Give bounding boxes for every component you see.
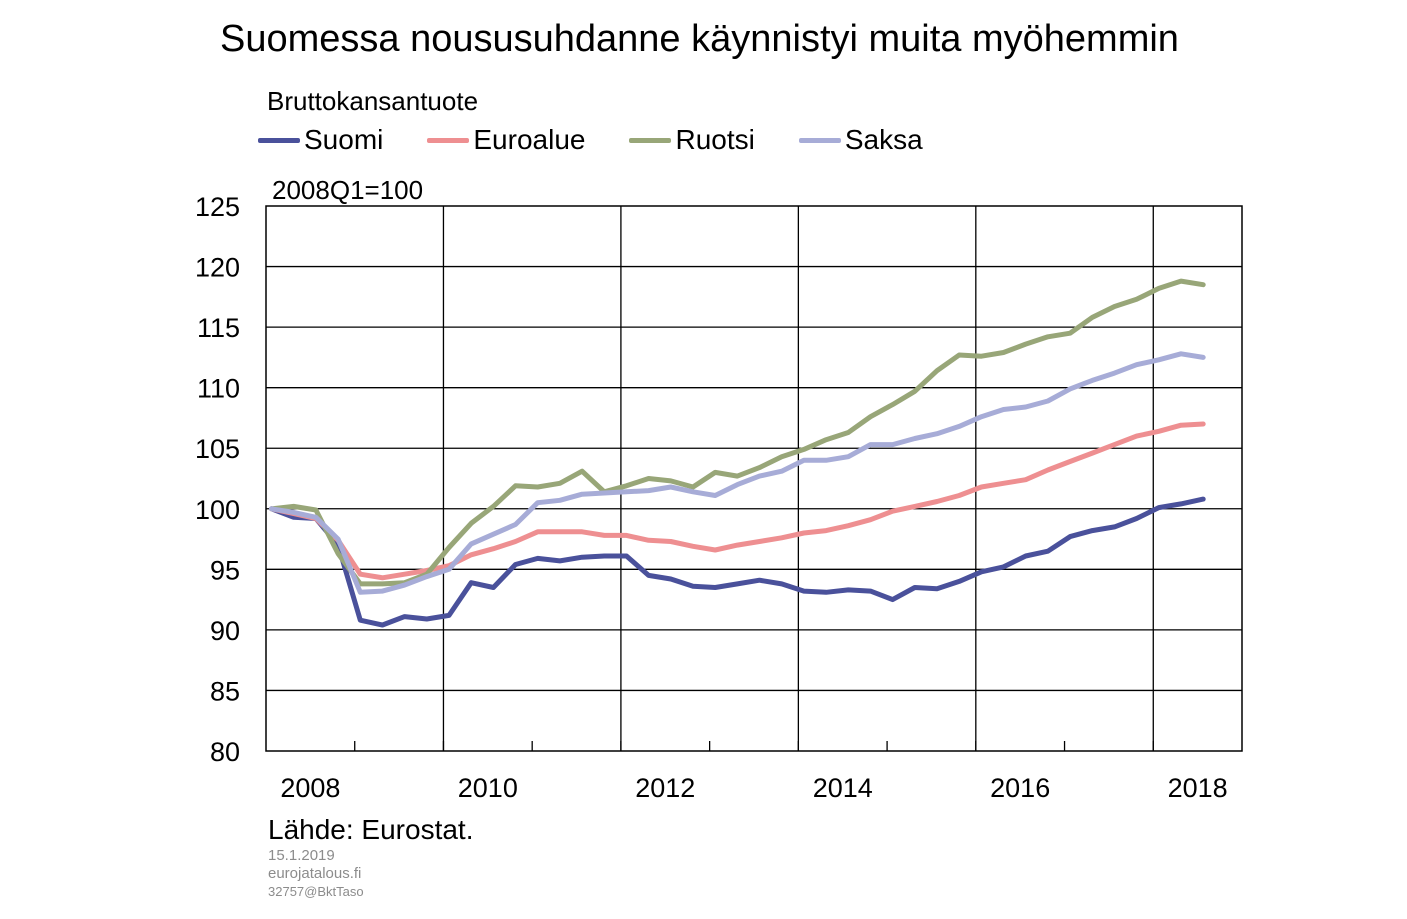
series-line-euroalue	[269, 421, 1206, 581]
date-note: 15.1.2019	[268, 847, 335, 864]
legend-item-suomi: Suomi	[258, 124, 383, 156]
chart-title: Suomessa noususuhdanne käynnistyi muita …	[220, 18, 1179, 60]
x-tick-label-2014: 2014	[813, 773, 873, 803]
legend-label-ruotsi: Ruotsi	[675, 124, 755, 155]
x-tick-label-2012: 2012	[635, 773, 695, 803]
plot-frame	[265, 205, 1243, 752]
legend-swatch-euroalue	[427, 137, 470, 143]
legend-label-saksa: Saksa	[844, 124, 923, 155]
y-tick-label-115: 115	[197, 313, 240, 343]
legend-item-euroalue: Euroalue	[427, 124, 585, 156]
x-tick-label-2008: 2008	[280, 773, 340, 803]
y-tick-label-120: 120	[195, 253, 240, 283]
legend-swatch-suomi	[258, 137, 300, 143]
y-tick-label-85: 85	[210, 676, 240, 706]
legend-swatch-ruotsi	[629, 137, 672, 143]
legend-label-euroalue: Euroalue	[473, 124, 586, 155]
code-note: 32757@BktTaso	[268, 884, 364, 899]
chart-subtitle: Bruttokansantuote	[267, 86, 479, 116]
source-note: Lähde: Eurostat.	[268, 814, 474, 845]
unit-label: 2008Q1=100	[272, 175, 424, 205]
legend-item-saksa: Saksa	[798, 124, 923, 156]
x-tick-label-2018: 2018	[1168, 773, 1228, 803]
y-tick-label-95: 95	[210, 555, 240, 585]
x-tick-label-2016: 2016	[990, 773, 1050, 803]
legend: Suomi Euroalue Ruotsi Saksa	[258, 124, 923, 156]
y-tick-label-80: 80	[210, 737, 240, 767]
y-tick-label-105: 105	[195, 434, 240, 464]
y-tick-label-125: 125	[195, 192, 240, 222]
y-tick-label-110: 110	[197, 374, 240, 404]
legend-label-suomi: Suomi	[304, 124, 384, 155]
y-tick-label-90: 90	[210, 616, 240, 646]
legend-swatch-saksa	[798, 137, 841, 143]
x-tick-label-2010: 2010	[458, 773, 518, 803]
legend-item-ruotsi: Ruotsi	[629, 124, 755, 156]
y-tick-label-100: 100	[195, 495, 240, 525]
series-line-saksa	[269, 351, 1206, 595]
series-line-suomi	[269, 496, 1206, 628]
site-note: eurojatalous.fi	[268, 865, 362, 882]
